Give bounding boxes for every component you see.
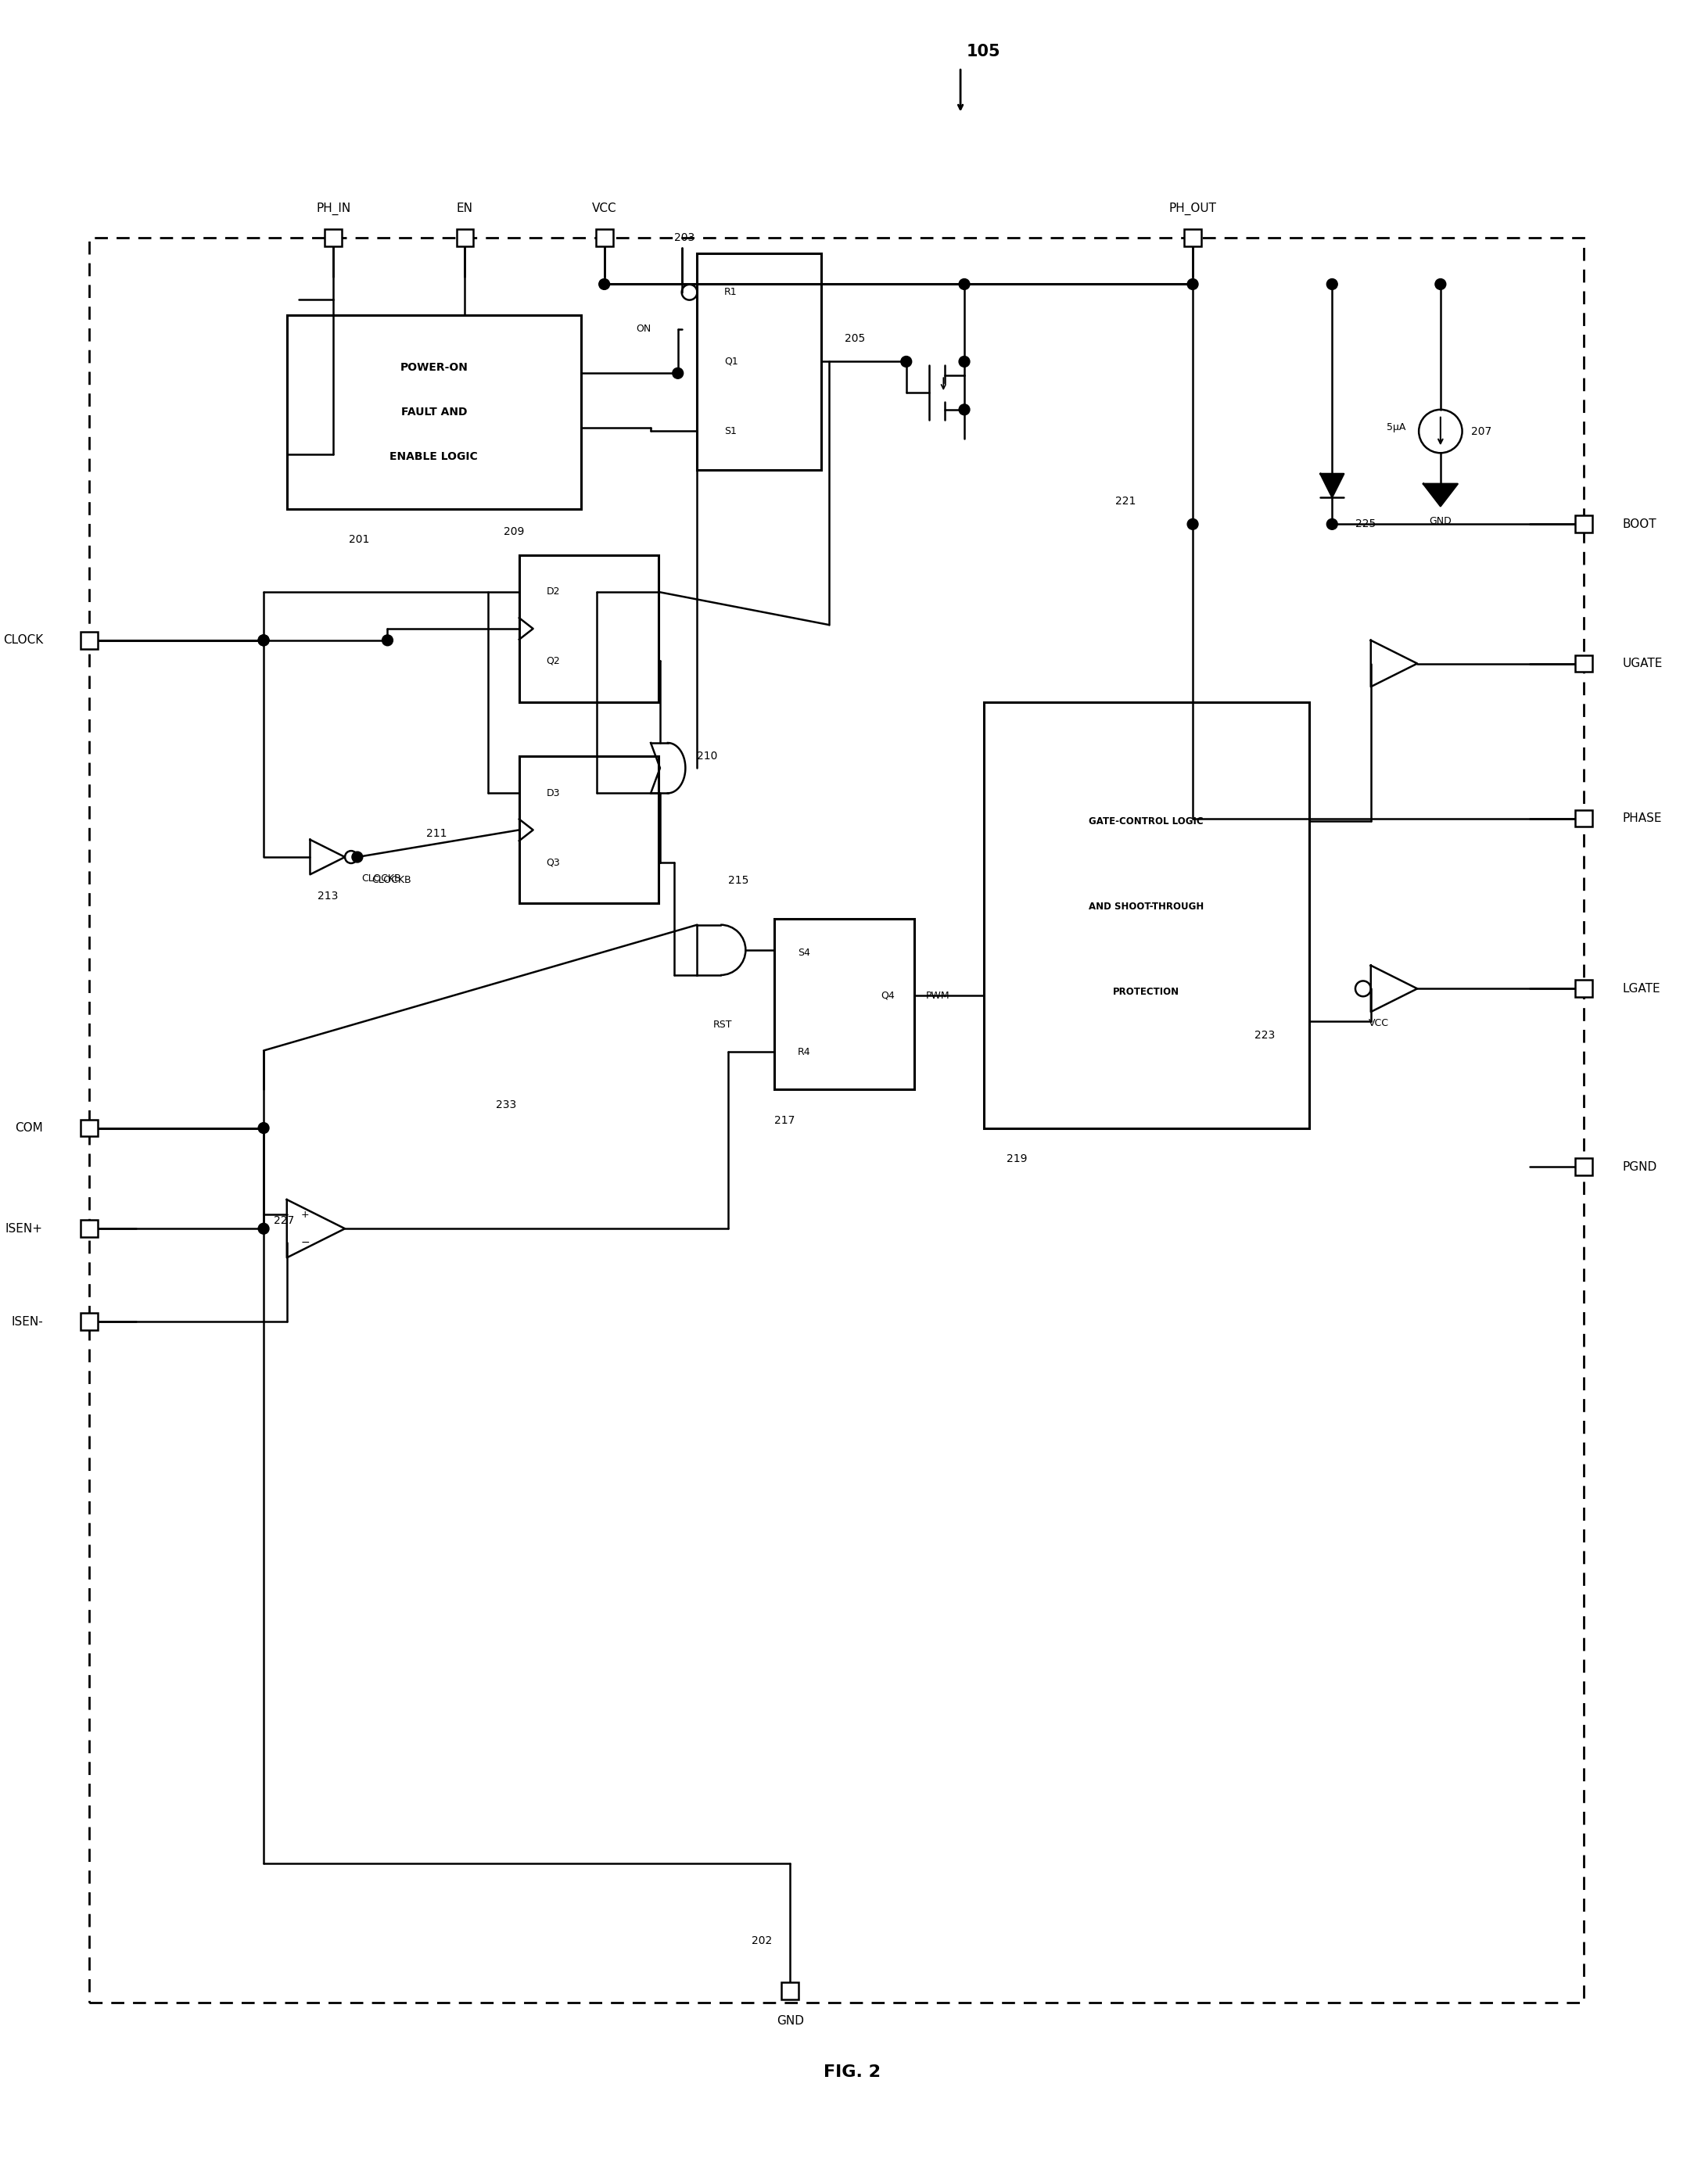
- Circle shape: [1187, 280, 1198, 290]
- Circle shape: [257, 636, 269, 646]
- Circle shape: [1187, 520, 1198, 529]
- Text: ISEN-: ISEN-: [12, 1315, 42, 1328]
- Text: PH_IN: PH_IN: [317, 201, 351, 214]
- Circle shape: [600, 280, 610, 290]
- Text: 227: 227: [274, 1216, 295, 1227]
- Circle shape: [352, 852, 363, 863]
- Text: 202: 202: [752, 1935, 772, 1946]
- Text: AND SHOOT-THROUGH: AND SHOOT-THROUGH: [1089, 902, 1204, 911]
- Bar: [781, 1983, 798, 2001]
- Circle shape: [959, 404, 969, 415]
- Text: 217: 217: [774, 1114, 794, 1125]
- Bar: [596, 229, 613, 247]
- Bar: [518, 555, 659, 703]
- Text: Q2: Q2: [545, 655, 561, 666]
- Polygon shape: [1321, 474, 1343, 498]
- Bar: [1575, 810, 1592, 828]
- Bar: [698, 253, 822, 470]
- Text: GATE-CONTROL LOGIC: GATE-CONTROL LOGIC: [1089, 817, 1204, 826]
- Text: PGND: PGND: [1623, 1162, 1657, 1173]
- Bar: [325, 229, 342, 247]
- Circle shape: [1435, 280, 1447, 290]
- Text: 201: 201: [349, 535, 369, 546]
- Bar: [1184, 229, 1201, 247]
- Bar: [81, 631, 98, 649]
- Circle shape: [383, 636, 393, 646]
- Bar: [456, 229, 473, 247]
- Text: R4: R4: [798, 1046, 811, 1057]
- Circle shape: [1326, 520, 1338, 529]
- Text: CLOCK: CLOCK: [3, 633, 42, 646]
- Bar: [1575, 1158, 1592, 1175]
- Text: 221: 221: [1115, 496, 1137, 507]
- Text: Q1: Q1: [725, 356, 739, 367]
- Text: CLOCKB: CLOCKB: [373, 876, 412, 885]
- Circle shape: [257, 1223, 269, 1234]
- Text: PHASE: PHASE: [1623, 812, 1662, 823]
- Bar: [286, 314, 581, 509]
- Circle shape: [257, 1123, 269, 1133]
- Text: GND: GND: [1430, 515, 1452, 526]
- Bar: [81, 1221, 98, 1236]
- Text: S1: S1: [725, 426, 737, 437]
- Text: RST: RST: [713, 1020, 732, 1029]
- Text: BOOT: BOOT: [1623, 518, 1657, 531]
- Text: VCC: VCC: [1369, 1018, 1389, 1029]
- Text: CLOCKB: CLOCKB: [361, 874, 401, 885]
- Text: 203: 203: [674, 232, 695, 242]
- Text: UGATE: UGATE: [1623, 657, 1662, 668]
- Circle shape: [257, 636, 269, 646]
- Text: POWER-ON: POWER-ON: [400, 363, 468, 373]
- Bar: [984, 703, 1309, 1127]
- Bar: [81, 1120, 98, 1136]
- Bar: [1575, 515, 1592, 533]
- Circle shape: [959, 356, 969, 367]
- Text: 210: 210: [698, 751, 718, 762]
- Text: 5μA: 5μA: [1387, 422, 1406, 432]
- Text: 205: 205: [844, 332, 866, 343]
- Text: 223: 223: [1255, 1029, 1276, 1040]
- Text: 215: 215: [728, 876, 749, 887]
- Bar: [1575, 981, 1592, 998]
- Text: ON: ON: [635, 323, 650, 334]
- Bar: [90, 238, 1584, 2003]
- Text: FAULT AND: FAULT AND: [401, 406, 468, 417]
- Text: PROTECTION: PROTECTION: [1113, 987, 1179, 996]
- Text: +: +: [302, 1210, 308, 1221]
- Text: −: −: [302, 1236, 310, 1247]
- Text: R1: R1: [725, 286, 737, 297]
- Text: 209: 209: [503, 526, 523, 537]
- Bar: [774, 919, 915, 1090]
- Text: D2: D2: [545, 587, 561, 596]
- Text: COM: COM: [15, 1123, 42, 1133]
- Text: VCC: VCC: [591, 203, 617, 214]
- Text: D3: D3: [545, 788, 561, 799]
- Text: 219: 219: [1006, 1153, 1028, 1164]
- Polygon shape: [1423, 485, 1457, 507]
- Bar: [1575, 655, 1592, 673]
- Text: 211: 211: [427, 828, 447, 839]
- Circle shape: [901, 356, 911, 367]
- Text: Q3: Q3: [545, 858, 561, 867]
- Text: PH_OUT: PH_OUT: [1169, 201, 1216, 214]
- Text: GND: GND: [776, 2014, 805, 2027]
- Text: LGATE: LGATE: [1623, 983, 1660, 994]
- Text: FIG. 2: FIG. 2: [823, 2064, 881, 2081]
- Circle shape: [1326, 280, 1338, 290]
- Bar: [518, 756, 659, 904]
- Text: 213: 213: [318, 891, 339, 902]
- Text: EN: EN: [457, 203, 473, 214]
- Text: 105: 105: [967, 44, 1001, 59]
- Text: 225: 225: [1355, 518, 1376, 531]
- Text: 233: 233: [496, 1099, 517, 1109]
- Text: 207: 207: [1472, 426, 1492, 437]
- Bar: [81, 1313, 98, 1330]
- Circle shape: [959, 280, 969, 290]
- Text: PWM: PWM: [925, 992, 950, 1000]
- Text: S4: S4: [798, 948, 810, 959]
- Circle shape: [673, 367, 683, 378]
- Text: ENABLE LOGIC: ENABLE LOGIC: [390, 450, 478, 461]
- Text: Q4: Q4: [881, 992, 894, 1000]
- Text: ISEN+: ISEN+: [5, 1223, 42, 1234]
